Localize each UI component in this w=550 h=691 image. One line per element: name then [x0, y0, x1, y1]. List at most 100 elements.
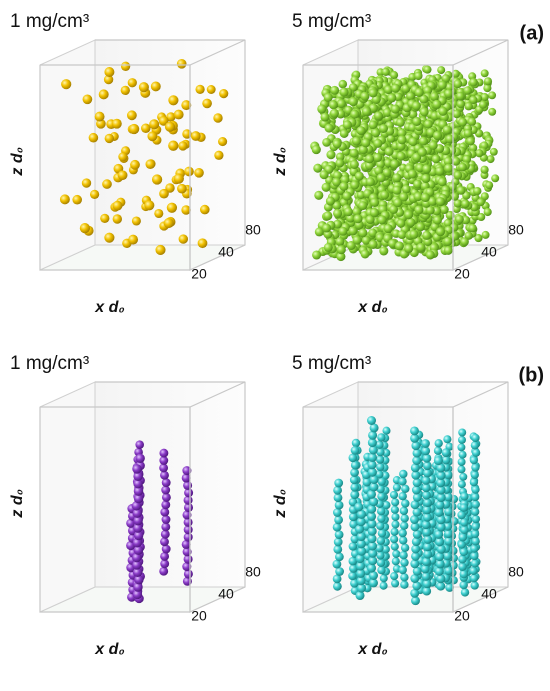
particle	[320, 112, 330, 122]
particle	[166, 202, 178, 213]
particle	[412, 478, 422, 488]
particle	[415, 222, 426, 232]
particle	[453, 199, 462, 208]
particle	[392, 185, 402, 195]
particle	[348, 97, 358, 107]
particle	[202, 98, 212, 109]
particle	[434, 529, 444, 539]
particle	[151, 174, 163, 185]
particle	[334, 530, 344, 539]
particle	[353, 214, 363, 224]
particle	[190, 131, 201, 141]
particle	[132, 567, 143, 578]
particle	[462, 154, 472, 164]
particle	[323, 242, 333, 252]
particle	[336, 252, 346, 262]
particle	[471, 522, 480, 531]
z-axis-label: z d₀	[272, 489, 289, 519]
particle	[324, 123, 334, 133]
particle	[384, 146, 394, 157]
particle	[333, 537, 343, 547]
particle	[161, 544, 171, 554]
particle	[361, 235, 371, 245]
particle	[422, 527, 432, 537]
particle	[334, 478, 344, 488]
particle	[150, 81, 161, 92]
particle	[374, 166, 384, 176]
particle	[480, 165, 489, 174]
particle	[420, 192, 430, 203]
particle	[168, 140, 179, 151]
particle	[357, 546, 367, 556]
particle	[444, 89, 454, 98]
particle	[470, 529, 480, 539]
particle	[422, 453, 432, 463]
particle	[94, 111, 105, 122]
particle	[412, 581, 422, 591]
particle	[443, 218, 453, 228]
particle	[348, 571, 357, 581]
particle	[132, 464, 142, 474]
particle	[433, 456, 443, 466]
particle	[329, 108, 339, 118]
particle	[127, 78, 137, 88]
particle	[393, 198, 403, 208]
box-edge	[452, 40, 509, 271]
particle	[350, 446, 360, 455]
particle	[149, 119, 160, 130]
particle	[459, 472, 468, 481]
particle	[421, 571, 431, 581]
particle	[367, 438, 377, 448]
particle	[396, 151, 406, 161]
particle	[138, 82, 149, 93]
tick-label: 80	[508, 222, 524, 238]
box-edge	[303, 39, 509, 66]
particle	[427, 196, 437, 206]
particle	[349, 148, 359, 158]
particle	[436, 492, 446, 503]
particle	[432, 99, 442, 109]
particle	[388, 238, 398, 249]
particle	[160, 529, 170, 539]
particle	[356, 583, 367, 593]
particle	[410, 426, 419, 436]
particle	[336, 99, 346, 109]
particle	[421, 557, 431, 567]
particle	[435, 500, 445, 510]
particle	[425, 205, 435, 215]
particle	[399, 550, 408, 560]
particle	[98, 89, 109, 100]
particle	[389, 205, 399, 214]
particle	[365, 154, 375, 164]
particle	[377, 514, 386, 523]
particle	[397, 128, 407, 138]
particle	[206, 85, 216, 94]
particle	[377, 215, 387, 225]
particle	[476, 198, 485, 207]
particle	[410, 588, 420, 598]
particle	[335, 152, 345, 162]
particle	[332, 139, 342, 149]
particle	[376, 506, 386, 516]
particle	[477, 212, 486, 222]
particle	[145, 159, 156, 170]
particle	[435, 227, 446, 237]
particle	[59, 194, 70, 205]
particle	[390, 159, 400, 169]
particle	[401, 184, 411, 194]
box-edge	[39, 65, 190, 271]
particle	[435, 166, 445, 176]
particle	[173, 109, 184, 120]
particle	[443, 435, 452, 444]
particle	[400, 543, 410, 553]
particle	[436, 522, 446, 532]
tick-label: 20	[454, 266, 470, 282]
particle	[470, 544, 479, 553]
particle	[454, 214, 464, 224]
particle	[79, 222, 91, 234]
particle	[133, 530, 144, 541]
particle	[379, 581, 388, 590]
particle	[381, 67, 390, 76]
box-edge	[40, 381, 246, 408]
